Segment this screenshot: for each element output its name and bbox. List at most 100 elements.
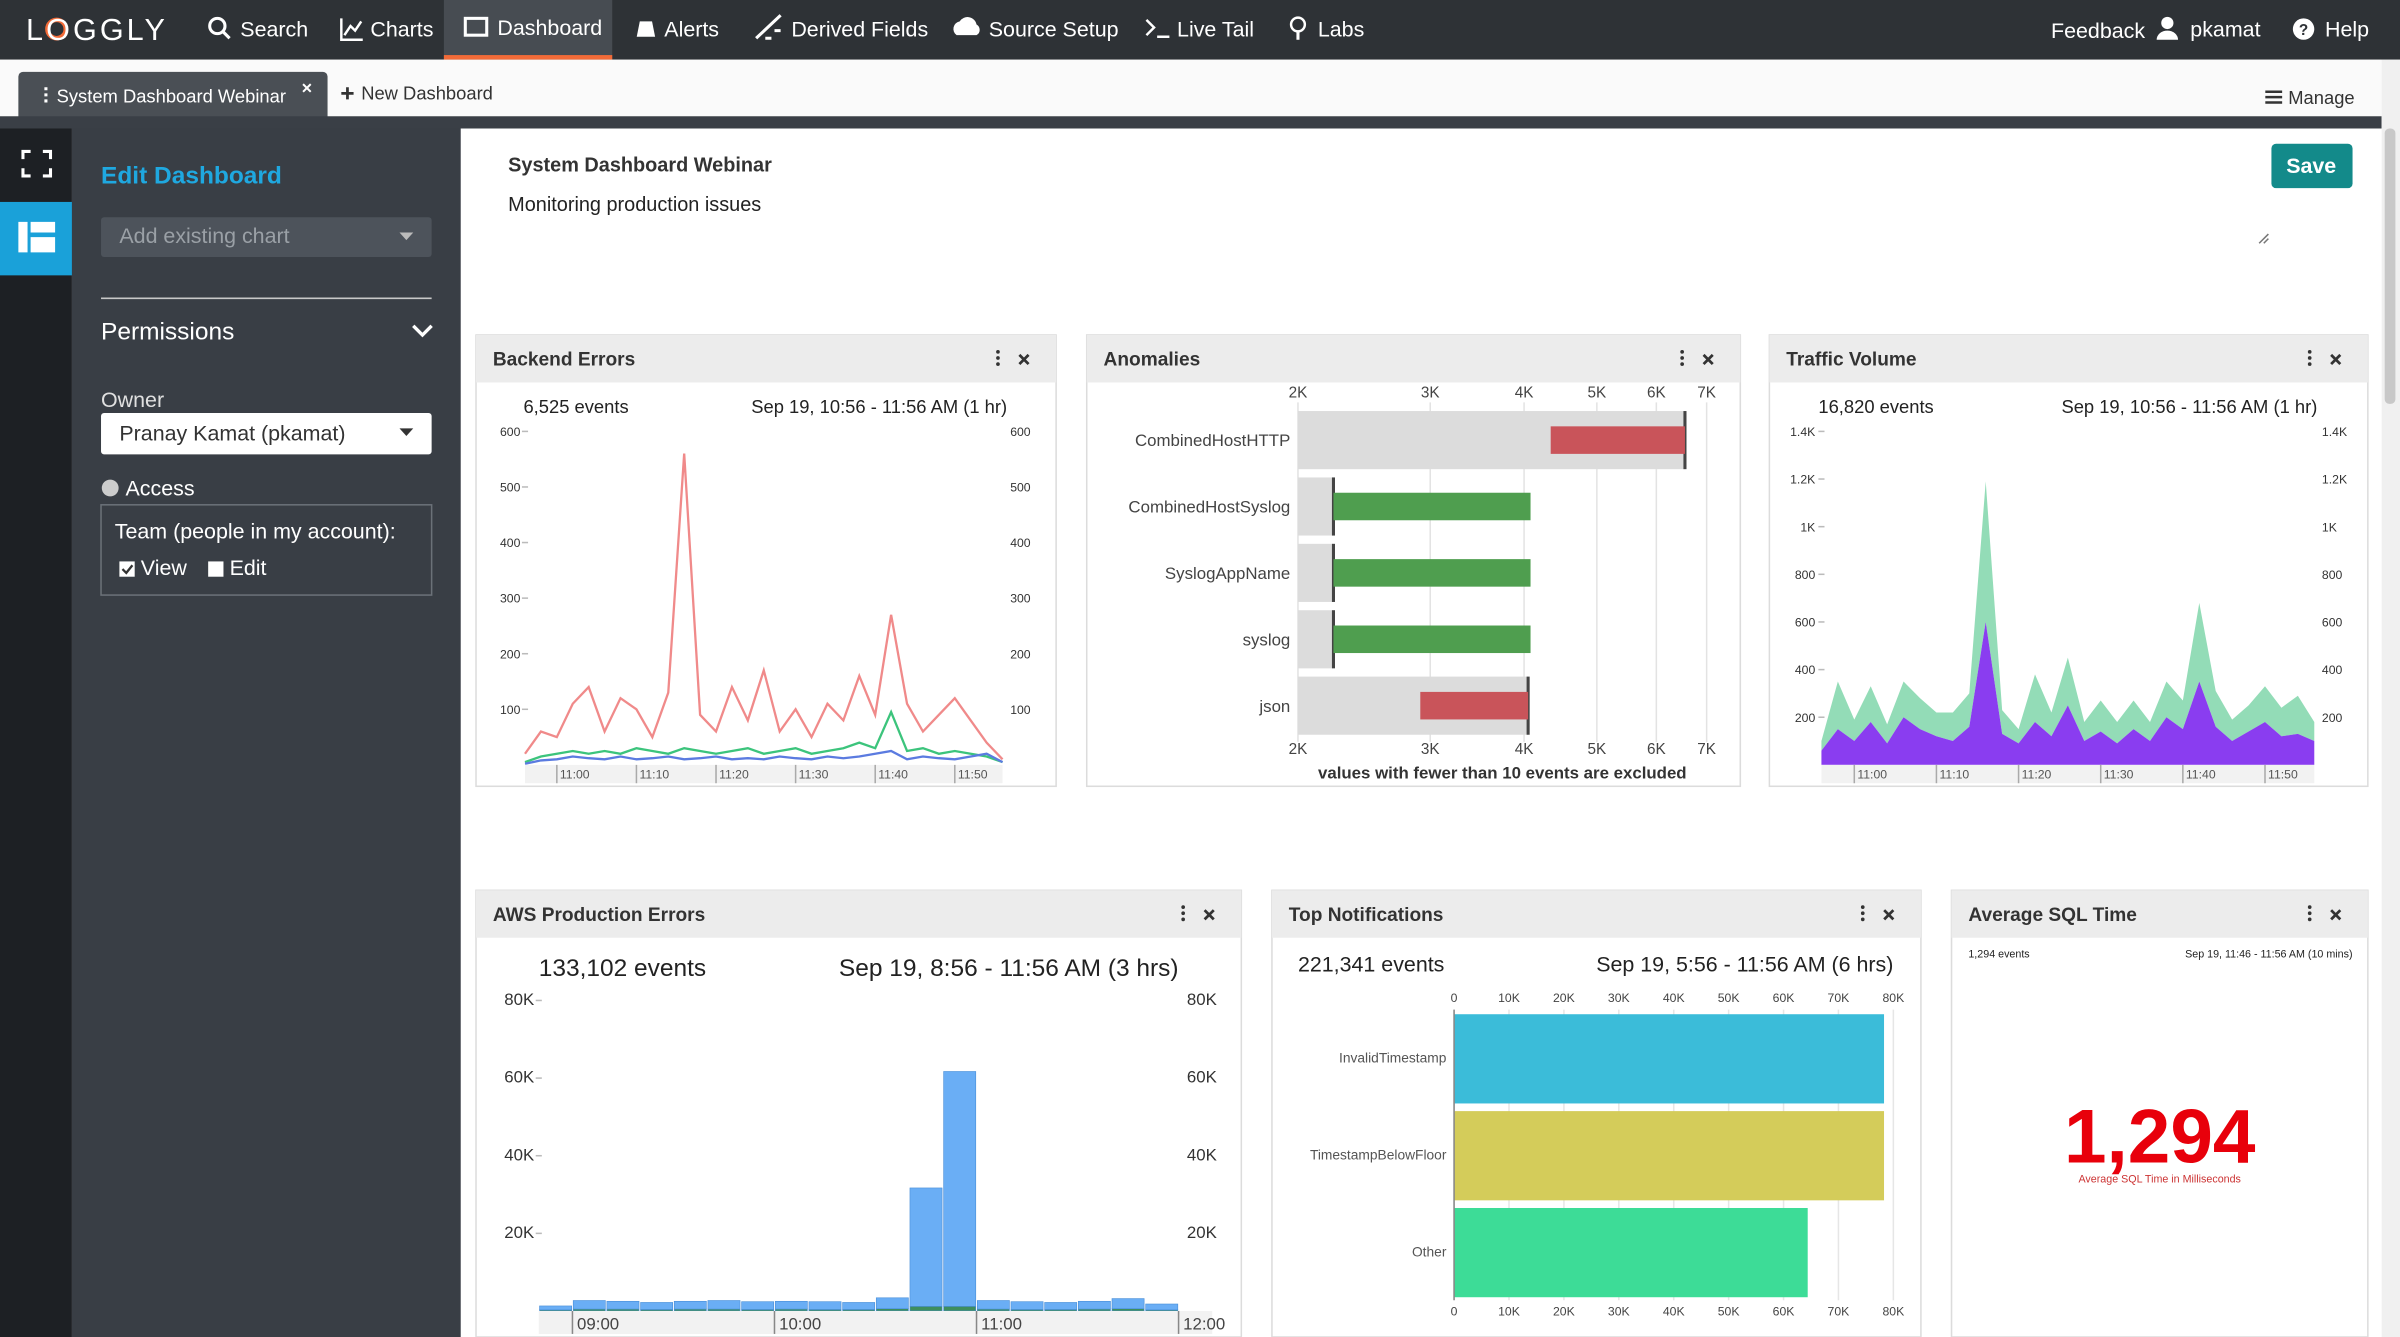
tab-active[interactable]: [18, 71, 328, 120]
menu-dot[interactable]: [1680, 350, 1684, 354]
menu-dot[interactable]: [2307, 350, 2312, 354]
save-label[interactable]: Save: [2286, 154, 2336, 178]
widget-close[interactable]: [2330, 353, 2342, 366]
x-tick-label: 7K: [1697, 741, 1717, 758]
x-tick-label: 11:30: [799, 768, 829, 782]
bar: [1111, 1298, 1145, 1309]
widget-header: [476, 890, 1242, 938]
menu-dot[interactable]: [2307, 905, 2312, 909]
x-tick-label: 2K: [1289, 741, 1309, 758]
permissions[interactable]: Permissions: [101, 319, 234, 346]
menu-dot[interactable]: [1680, 356, 1684, 360]
nav-item[interactable]: Derived Fields: [791, 18, 928, 42]
widget-header: [1271, 890, 1921, 938]
scroll-thumb[interactable]: [2384, 128, 2396, 404]
y-tick-label: 400: [1795, 663, 1816, 677]
fullscreen-icon[interactable]: [21, 149, 53, 178]
widget-title: Traffic Volume: [1786, 350, 1916, 371]
owner-value[interactable]: Pranay Kamat (pkamat): [119, 422, 345, 446]
stat-value: 1,294: [2064, 1095, 2256, 1180]
x-tick-label: 11:10: [639, 768, 669, 782]
nav-item[interactable]: Help: [2325, 18, 2369, 42]
checkbox[interactable]: [119, 561, 135, 577]
checkbox-label[interactable]: View: [141, 556, 188, 580]
bar: [842, 1302, 876, 1310]
nav-item[interactable]: Live Tail: [1177, 18, 1254, 42]
widget-frame: [475, 334, 1057, 788]
dashboard-title[interactable]: System Dashboard Webinar: [508, 154, 772, 176]
chart-note: values with fewer than 10 events are exc…: [1318, 764, 1687, 783]
x-tick-label: 70K: [1828, 1305, 1851, 1319]
line-series: [524, 749, 1004, 765]
event-count: 221,341 events: [1298, 952, 1444, 976]
nav-item[interactable]: Labs: [1318, 18, 1364, 42]
nav-active-underline: [443, 55, 613, 60]
chart-select-text[interactable]: Add existing chart: [119, 224, 289, 248]
tab-close[interactable]: [302, 83, 312, 93]
y-tick-label: 1K: [2322, 520, 2338, 534]
x-tick-label: 20K: [1553, 991, 1576, 1005]
menu-dot[interactable]: [1860, 911, 1865, 916]
menu-dot[interactable]: [2307, 362, 2312, 366]
anomaly-bar: [1550, 426, 1685, 454]
tab-manage[interactable]: Manage: [2288, 87, 2354, 108]
tab-label[interactable]: System Dashboard Webinar: [57, 85, 286, 106]
menu-dot[interactable]: [996, 356, 1000, 360]
bar: [741, 1301, 775, 1310]
x-tick-label: 7K: [1697, 385, 1717, 402]
x-axis-strip: [1821, 764, 2315, 784]
bar: [1111, 1308, 1145, 1312]
nav-item[interactable]: Alerts: [664, 18, 719, 42]
widget-close[interactable]: [1018, 353, 1030, 366]
save-button[interactable]: [2271, 143, 2353, 189]
menu-dot[interactable]: [2307, 911, 2312, 916]
x-tick-label: 4K: [1515, 385, 1535, 402]
menu-dot[interactable]: [1860, 917, 1865, 922]
x-tick-label: 0: [1451, 991, 1458, 1005]
menu-dot[interactable]: [996, 362, 1000, 366]
anomaly-bar: [1333, 625, 1531, 654]
menu-dot[interactable]: [1181, 911, 1185, 916]
checkbox-label[interactable]: Edit: [230, 556, 267, 580]
widget-header: [1769, 335, 2368, 383]
chart-select[interactable]: [101, 217, 432, 257]
y-tick-label: 100: [1010, 703, 1031, 717]
chevron[interactable]: [412, 324, 433, 338]
nav-item[interactable]: Source Setup: [989, 18, 1119, 42]
menu-dot[interactable]: [1860, 905, 1865, 909]
checkbox[interactable]: [208, 561, 224, 577]
bar: [1145, 1303, 1179, 1311]
x-tick-label: 60K: [1773, 1305, 1796, 1319]
y-tick-label: 1.2K: [2322, 473, 2348, 487]
category-label: Other: [1412, 1244, 1447, 1259]
menu-dot[interactable]: [2307, 356, 2312, 360]
x-tick-label: 09:00: [577, 1314, 619, 1333]
menu-dot[interactable]: [1680, 362, 1684, 366]
x-tick-label: 50K: [1718, 991, 1741, 1005]
nav-item[interactable]: Search: [240, 18, 308, 42]
nav-item[interactable]: Feedback: [2051, 19, 2145, 43]
owner-select[interactable]: [101, 413, 432, 455]
y-tick-label: 1.4K: [1790, 425, 1816, 439]
icon: [2156, 30, 2179, 40]
menu-dot[interactable]: [1181, 905, 1185, 909]
nav-active: [443, 0, 613, 60]
y-tick-label: 40K: [504, 1145, 535, 1164]
widget-close[interactable]: [1883, 909, 1895, 921]
widget: Backend Errors 6,525 events Sep 19, 10:56 …: [475, 334, 1057, 788]
nav-item[interactable]: Dashboard: [497, 16, 602, 40]
widget-close[interactable]: [1203, 909, 1215, 921]
y-tick-label: 200: [500, 647, 521, 661]
dashboard-description[interactable]: Monitoring production issues: [508, 194, 761, 216]
y-tick-label: 500: [500, 481, 521, 495]
x-tick-label: 50K: [1718, 1305, 1741, 1319]
menu-dot[interactable]: [1181, 917, 1185, 922]
nav-item[interactable]: Charts: [370, 18, 433, 42]
y-tick-label: 20K: [1187, 1223, 1218, 1242]
widget-close[interactable]: [2330, 909, 2342, 921]
menu-dot[interactable]: [2307, 917, 2312, 922]
nav-item[interactable]: pkamat: [2190, 18, 2260, 42]
menu-dot[interactable]: [996, 350, 1000, 354]
tab-new[interactable]: New Dashboard: [361, 82, 493, 103]
widget-close[interactable]: [1702, 353, 1714, 366]
